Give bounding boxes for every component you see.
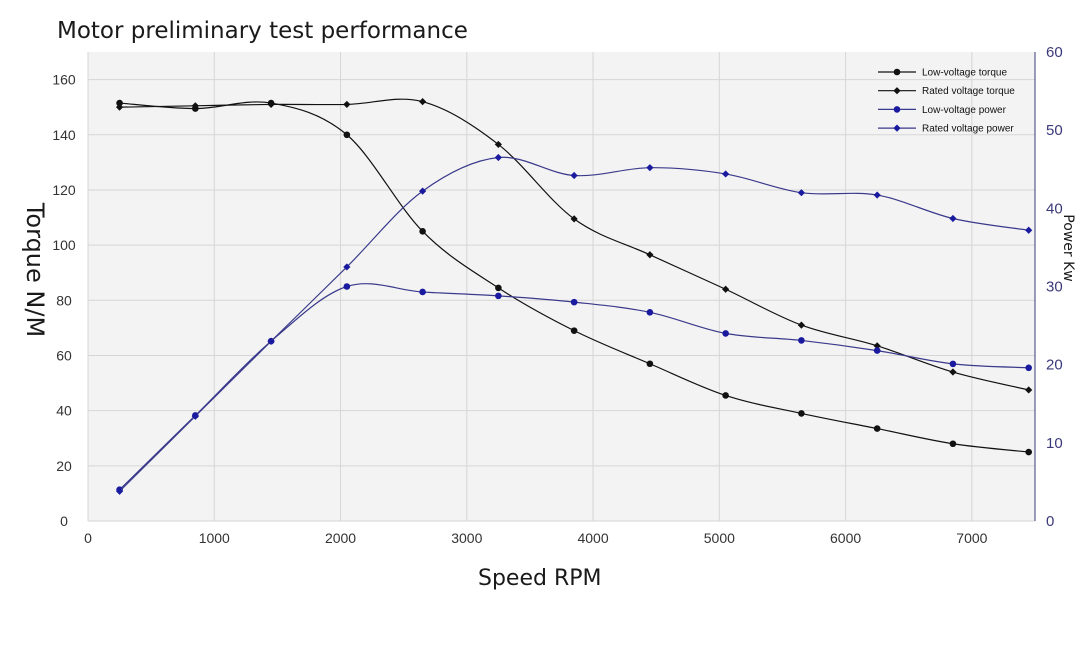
data-point-rated-voltage-torque <box>115 103 124 111</box>
data-point-rated-voltage-power <box>494 153 502 162</box>
y-right-tick-label: 10 <box>1046 435 1063 452</box>
data-point-low-voltage-power <box>798 337 805 344</box>
x-tick-label: 4000 <box>577 530 608 546</box>
legend-label-low-voltage-torque: Low-voltage torque <box>922 68 1007 79</box>
chart-title: Motor preliminary test performance <box>57 18 468 44</box>
data-point-rated-voltage-power <box>797 189 806 197</box>
data-point-low-voltage-power <box>646 308 654 316</box>
data-point-low-voltage-torque <box>1025 448 1032 456</box>
y-right-tick-label: 30 <box>1046 279 1063 296</box>
legend-marker-rated-voltage-power <box>893 124 901 132</box>
data-point-rated-voltage-torque <box>797 321 806 329</box>
data-point-rated-voltage-torque <box>343 100 351 109</box>
legend-marker-rated-voltage-torque <box>893 87 901 95</box>
y-left-tick-label: 120 <box>52 182 76 198</box>
data-point-low-voltage-torque <box>873 425 881 432</box>
data-point-rated-voltage-torque <box>722 285 730 293</box>
x-tick-label: 2000 <box>325 530 356 546</box>
y-right-tick-label: 40 <box>1046 200 1063 217</box>
data-point-rated-voltage-power <box>115 487 124 495</box>
data-point-rated-voltage-torque <box>267 100 275 109</box>
data-point-low-voltage-torque <box>495 284 502 292</box>
data-point-rated-voltage-torque <box>1025 386 1033 394</box>
data-point-rated-voltage-power <box>646 164 654 172</box>
y-left-tick-label: 80 <box>56 292 72 308</box>
x-axis-label: Speed RPM <box>478 566 602 591</box>
y-right-tick-label: 20 <box>1046 357 1063 374</box>
y-right-tick-label: 60 <box>1046 44 1063 61</box>
y-left-tick-label: 160 <box>52 72 76 88</box>
data-point-low-voltage-power <box>1025 364 1032 372</box>
data-point-low-voltage-power <box>343 283 351 290</box>
data-point-low-voltage-torque <box>646 360 654 368</box>
data-point-rated-voltage-power <box>419 187 427 195</box>
y-left-tick-label: 0 <box>60 513 68 529</box>
data-point-rated-voltage-torque <box>949 368 957 376</box>
plot-area <box>88 52 1035 521</box>
legend-label-rated-voltage-power: Rated voltage power <box>922 124 1014 135</box>
data-point-rated-voltage-power <box>570 171 578 180</box>
data-point-low-voltage-torque <box>343 131 351 139</box>
y-right-tick-label: 50 <box>1046 122 1063 139</box>
legend-marker-low-voltage-power <box>893 106 901 113</box>
data-point-low-voltage-torque <box>798 410 805 417</box>
x-tick-label: 3000 <box>451 530 482 546</box>
data-point-low-voltage-torque <box>570 327 578 334</box>
legend-marker-low-voltage-torque <box>893 68 901 76</box>
data-point-low-voltage-torque <box>116 99 123 107</box>
data-point-low-voltage-power <box>873 347 881 354</box>
y-left-tick-label: 100 <box>52 237 76 253</box>
data-point-rated-voltage-power <box>873 191 881 199</box>
x-tick-label: 0 <box>84 530 92 546</box>
data-point-rated-voltage-power <box>1025 226 1033 234</box>
data-point-rated-voltage-power <box>949 214 957 223</box>
x-tick-label: 7000 <box>956 530 987 546</box>
data-point-rated-voltage-power <box>343 263 351 271</box>
x-tick-label: 5000 <box>704 530 735 546</box>
data-point-low-voltage-power <box>570 298 578 306</box>
data-point-low-voltage-power <box>949 360 957 368</box>
y-left-tick-label: 20 <box>56 458 72 474</box>
data-point-low-voltage-power <box>495 292 502 300</box>
y-left-tick-label: 60 <box>56 347 72 363</box>
x-tick-label: 1000 <box>199 530 230 546</box>
data-point-rated-voltage-torque <box>646 251 654 259</box>
data-point-rated-voltage-torque <box>419 98 427 106</box>
data-point-rated-voltage-power <box>722 170 730 178</box>
data-point-rated-voltage-torque <box>873 342 881 350</box>
legend-label-rated-voltage-torque: Rated voltage torque <box>922 86 1015 97</box>
data-point-rated-voltage-power <box>267 337 275 345</box>
series-line-rated-voltage-power <box>119 156 1029 492</box>
data-point-low-voltage-power <box>722 330 729 337</box>
data-point-low-voltage-torque <box>949 440 957 448</box>
data-point-low-voltage-power <box>419 288 426 296</box>
data-point-rated-voltage-torque <box>191 102 199 110</box>
y-right-tick-label: 0 <box>1046 513 1054 530</box>
data-point-low-voltage-torque <box>419 228 426 235</box>
data-point-low-voltage-torque <box>722 392 729 399</box>
y-left-tick-label: 140 <box>52 127 76 143</box>
data-point-rated-voltage-power <box>191 412 199 420</box>
data-point-rated-voltage-torque <box>570 215 578 223</box>
y-left-tick-label: 40 <box>56 403 72 419</box>
x-tick-label: 6000 <box>830 530 861 546</box>
data-point-rated-voltage-torque <box>494 140 502 149</box>
legend-label-low-voltage-power: Low-voltage power <box>922 105 1007 116</box>
